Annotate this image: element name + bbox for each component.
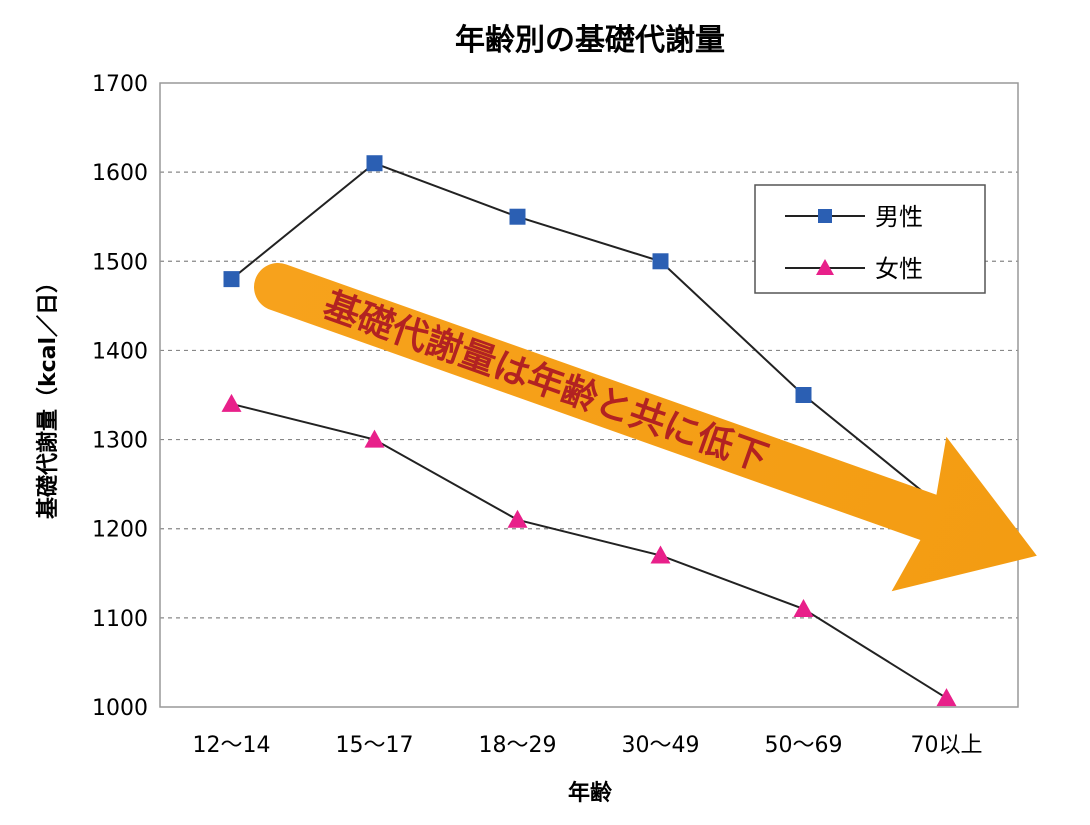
trend-annotation: 基礎代謝量は年齢と共に低下 [318,285,773,480]
y-tick-label: 1700 [92,72,148,97]
data-point-female [650,545,671,564]
y-tick-label: 1600 [92,161,148,186]
data-point-female [364,429,385,448]
y-axis-label: 基礎代謝量（kcal／日） [35,271,61,519]
data-point-female [507,509,528,528]
legend-label-female: 女性 [875,255,923,283]
data-point-female [936,688,957,707]
data-point-male [795,387,812,403]
x-axis-label: 年齢 [568,780,613,806]
data-point-male [223,271,240,288]
data-point-male [366,155,383,172]
x-axis-ticks: 12～14 15～17 18～29 30～49 50～69 70以上 [193,733,983,758]
y-tick-label: 1200 [92,518,148,543]
x-tick-label: 15～17 [336,733,414,758]
x-tick-label: 50～69 [765,733,843,758]
legend: 男性 女性 [754,184,986,294]
y-tick-label: 1000 [92,696,148,721]
plot-area-frame [159,82,1019,708]
legend-box [754,184,986,294]
y-tick-label: 1400 [92,339,148,364]
data-point-female [221,393,242,412]
y-tick-label: 1500 [92,250,148,275]
x-tick-label: 30～49 [622,733,700,758]
y-tick-label: 1300 [92,429,148,454]
series-line-0 [230,162,948,512]
y-tick-label: 1100 [92,607,148,632]
data-point-male [509,208,526,225]
chart-title: 年齢別の基礎代謝量 [455,23,725,58]
x-tick-label: 12～14 [193,733,271,758]
x-tick-label: 18～29 [479,733,557,758]
legend-label-male: 男性 [875,203,923,231]
x-tick-label: 70以上 [911,733,983,758]
y-axis-ticks: 1000 1100 1200 1300 1400 1500 1600 1700 [92,72,148,721]
legend-marker-male [818,209,832,223]
data-point-female [793,598,814,617]
series-line-1 [231,402,948,699]
legend-marker-female [816,259,834,275]
trend-arrow-shape [254,263,1037,592]
data-point-male [652,253,669,270]
